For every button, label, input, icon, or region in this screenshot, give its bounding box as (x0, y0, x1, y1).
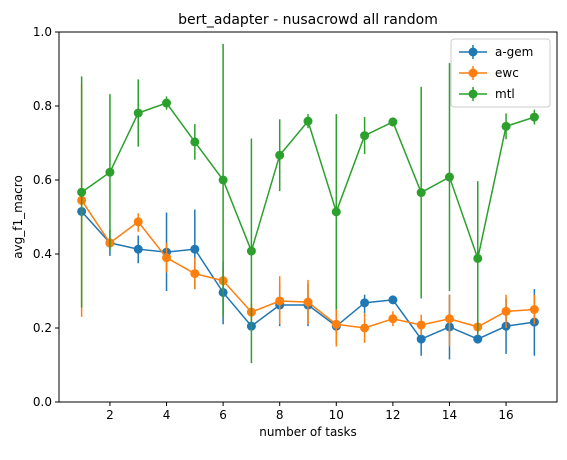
plot-frame (58, 31, 558, 403)
legend-swatch-marker (468, 47, 478, 57)
data-point (303, 297, 313, 307)
series-mtl (77, 43, 539, 364)
axes-layer: 2 4 6 8 10 12 14 16 0.0 0.2 0.4 0.6 0.8 1.0 (33, 25, 514, 422)
data-point (501, 306, 511, 316)
x-tick-label: 10 (329, 408, 344, 422)
data-point (444, 314, 454, 324)
x-tick-label: 4 (163, 408, 171, 422)
data-point (133, 108, 143, 118)
legend-swatch-marker (468, 68, 478, 78)
data-point (105, 167, 115, 177)
x-tick-label: 12 (385, 408, 400, 422)
data-point (501, 121, 511, 131)
data-point (331, 319, 341, 329)
data-point (416, 320, 426, 330)
legend-box (450, 38, 551, 108)
data-point (473, 334, 483, 344)
y-tick-label: 1.0 (33, 25, 52, 39)
legend: a-gem ewc mtl (450, 38, 551, 108)
legend-swatch-marker (468, 89, 478, 99)
legend-label: a-gem (495, 45, 533, 59)
data-point (360, 131, 370, 141)
y-axis-label: avg_f1_macro (11, 175, 25, 259)
y-tick-label: 0.2 (33, 321, 52, 335)
data-point (275, 296, 285, 306)
data-point (416, 334, 426, 344)
data-point (275, 150, 285, 160)
data-point (190, 244, 200, 254)
y-tick-label: 0.8 (33, 99, 52, 113)
data-point (77, 187, 87, 197)
data-point (388, 117, 398, 127)
data-point (246, 246, 256, 256)
data-point (133, 244, 143, 254)
x-tick-label: 14 (442, 408, 457, 422)
data-point (162, 253, 172, 263)
data-point (303, 116, 313, 126)
data-point (360, 298, 370, 308)
x-tick-label: 8 (276, 408, 284, 422)
data-point (331, 207, 341, 217)
data-point (133, 217, 143, 227)
data-point (190, 137, 200, 147)
legend-label: mtl (495, 87, 515, 101)
y-tick-label: 0.0 (33, 395, 52, 409)
data-point (360, 323, 370, 333)
data-point (416, 188, 426, 198)
x-axis-label: number of tasks (259, 425, 357, 439)
data-point (529, 112, 539, 122)
y-tick-label: 0.4 (33, 247, 52, 261)
data-point (388, 295, 398, 305)
data-point (388, 314, 398, 324)
x-tick-label: 2 (106, 408, 114, 422)
plot-layer (77, 43, 539, 364)
data-point (473, 253, 483, 263)
chart-title: bert_adapter - nusacrowd all random (178, 12, 438, 28)
legend-label: ewc (495, 66, 519, 80)
x-tick-label: 6 (219, 408, 227, 422)
data-point (529, 305, 539, 314)
data-point (218, 175, 228, 185)
data-point (190, 269, 200, 279)
data-point (444, 172, 454, 182)
y-tick-label: 0.6 (33, 173, 52, 187)
x-tick-label: 16 (498, 408, 513, 422)
data-point (162, 98, 172, 108)
